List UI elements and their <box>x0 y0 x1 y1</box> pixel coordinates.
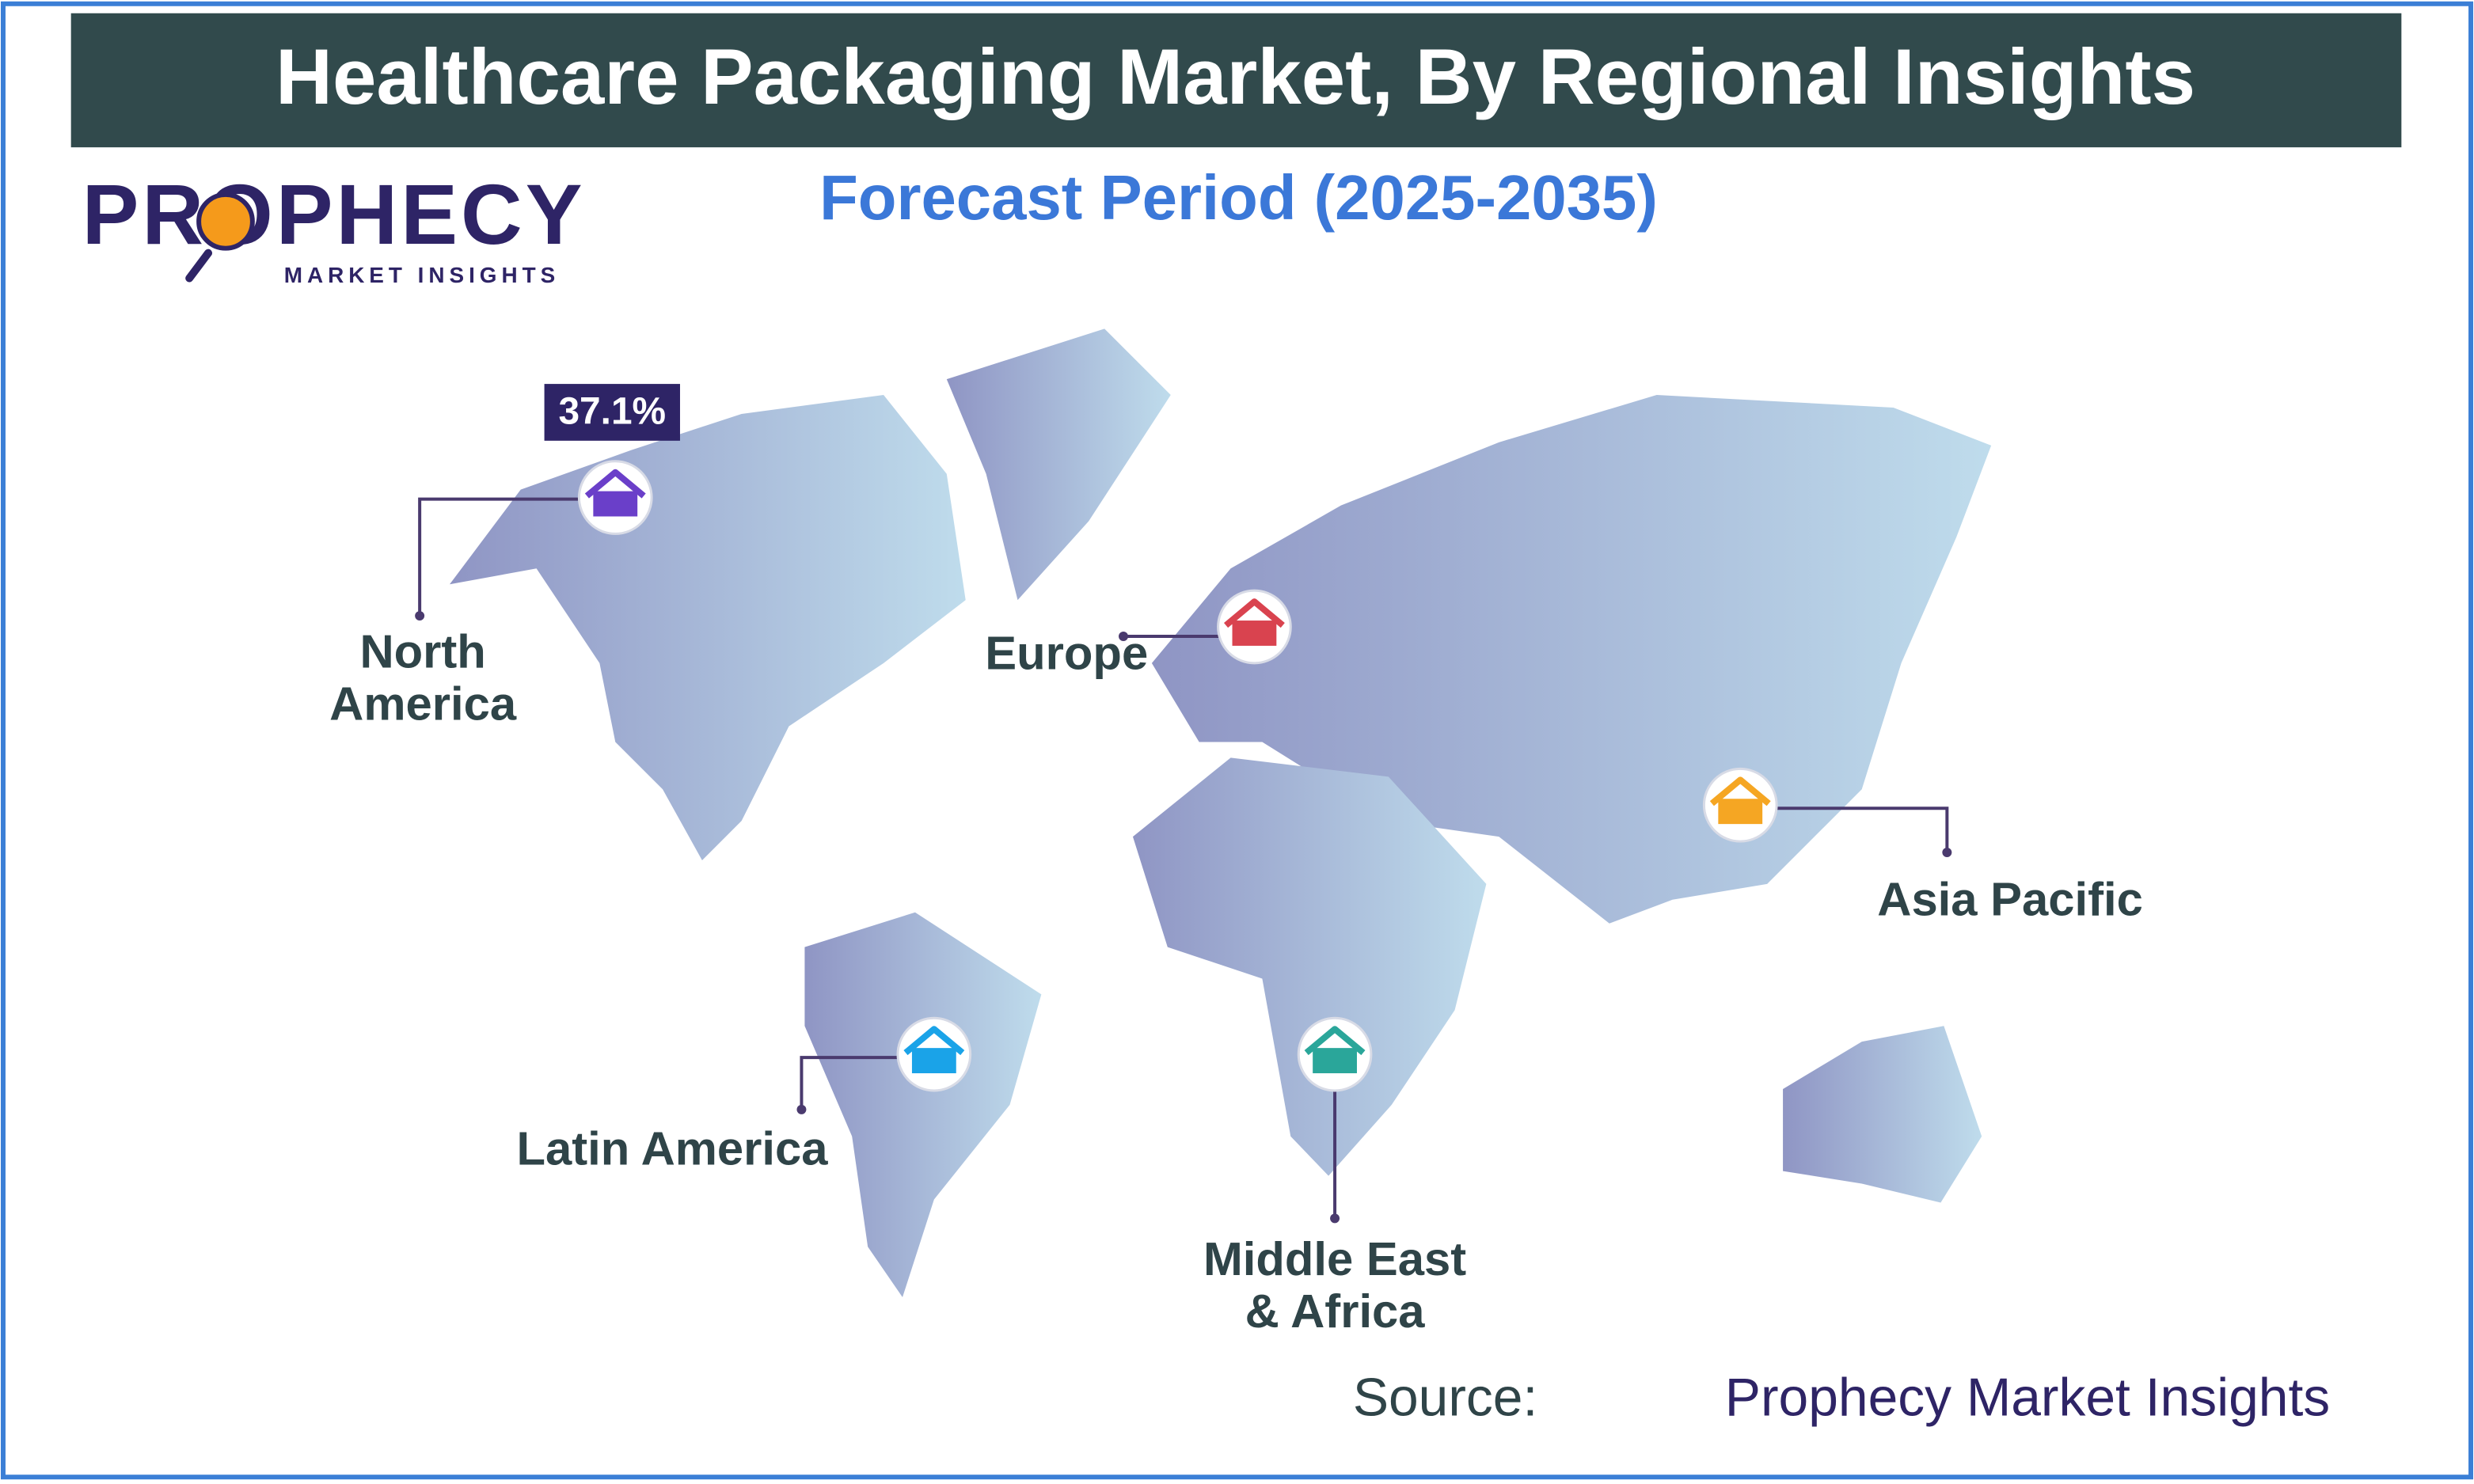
region-marker <box>1217 589 1292 665</box>
region-marker <box>577 460 653 535</box>
house-roof <box>584 469 646 499</box>
region-marker <box>1297 1016 1373 1092</box>
connector-dot <box>1330 1213 1340 1224</box>
house-body <box>1232 621 1277 646</box>
region-label: America <box>329 677 517 730</box>
north-america <box>450 395 966 860</box>
house-body <box>593 491 638 517</box>
region-value: 37.1% <box>558 391 666 433</box>
region-marker <box>1702 767 1778 843</box>
australia <box>1783 1026 1982 1203</box>
house-body <box>1313 1048 1357 1074</box>
house-roof <box>1709 776 1771 807</box>
connector-dot <box>415 611 425 621</box>
house-body <box>911 1048 956 1074</box>
logo-lens <box>196 192 255 251</box>
logo: PROPHECY MARKET INSIGHTS <box>82 167 586 287</box>
region-marker <box>896 1016 972 1092</box>
connector-dot <box>1119 631 1128 641</box>
world-map <box>450 328 1992 1298</box>
connector <box>1775 807 1949 853</box>
region-label: Asia Pacific <box>1877 873 2143 926</box>
region-label: Middle East <box>1203 1232 1466 1285</box>
connector-dot <box>796 1104 807 1114</box>
logo-handle <box>185 249 213 283</box>
logo-tagline: MARKET INSIGHTS <box>284 263 560 287</box>
value-box <box>544 384 680 441</box>
africa <box>1132 757 1487 1176</box>
house-roof <box>1223 598 1285 628</box>
house-body <box>1718 799 1763 825</box>
connectors <box>415 497 1952 1224</box>
greenland <box>946 328 1171 601</box>
source-name: Prophecy Market Insights <box>1725 1368 2330 1427</box>
connector <box>800 1056 900 1110</box>
title-bar <box>70 13 2402 148</box>
logo-name: PROPHECY <box>82 167 586 262</box>
title: Healthcare Packaging Market, By Regional… <box>276 33 2195 121</box>
region-label: Europe <box>985 627 1148 680</box>
house-roof <box>903 1026 965 1056</box>
connector <box>418 497 581 617</box>
source-prefix: Source: <box>1353 1368 1537 1427</box>
region-label: North <box>359 625 485 678</box>
south-america <box>804 912 1042 1298</box>
house-roof <box>1304 1026 1366 1056</box>
region-label: & Africa <box>1245 1285 1426 1338</box>
subtitle: Forecast Period (2025-2035) <box>819 162 1658 233</box>
connector-dot <box>1942 848 1952 857</box>
region-label: Latin America <box>516 1122 828 1175</box>
